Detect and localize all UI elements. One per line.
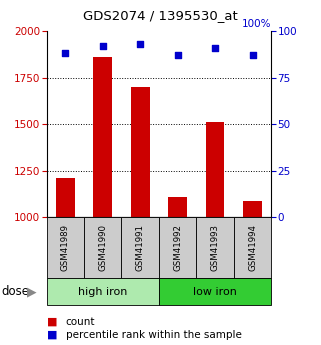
Point xyxy=(100,43,105,49)
Text: GSM41989: GSM41989 xyxy=(61,224,70,271)
Point xyxy=(63,51,68,56)
Bar xyxy=(168,197,187,217)
Bar xyxy=(131,87,150,217)
Point xyxy=(250,52,255,58)
Text: ■: ■ xyxy=(47,330,57,339)
Text: GSM41991: GSM41991 xyxy=(136,224,145,271)
Text: GSM41994: GSM41994 xyxy=(248,224,257,271)
Text: low iron: low iron xyxy=(193,287,237,296)
Text: ■: ■ xyxy=(47,317,57,326)
Bar xyxy=(159,278,271,305)
Point xyxy=(175,52,180,58)
Text: 100%: 100% xyxy=(242,19,271,29)
Text: percentile rank within the sample: percentile rank within the sample xyxy=(66,330,242,339)
Bar xyxy=(243,200,262,217)
Bar xyxy=(234,217,271,278)
Text: GSM41993: GSM41993 xyxy=(211,224,220,271)
Point xyxy=(213,45,218,51)
Bar xyxy=(47,217,84,278)
Bar xyxy=(93,57,112,217)
Bar xyxy=(56,178,74,217)
Text: GSM41992: GSM41992 xyxy=(173,224,182,271)
Bar xyxy=(196,217,234,278)
Bar xyxy=(47,278,159,305)
Text: count: count xyxy=(66,317,95,326)
Bar xyxy=(121,217,159,278)
Text: GDS2074 / 1395530_at: GDS2074 / 1395530_at xyxy=(83,9,238,22)
Point xyxy=(138,41,143,47)
Text: dose: dose xyxy=(2,285,30,298)
Bar xyxy=(206,122,224,217)
Text: ▶: ▶ xyxy=(27,285,36,298)
Text: high iron: high iron xyxy=(78,287,127,296)
Bar xyxy=(84,217,121,278)
Bar xyxy=(159,217,196,278)
Text: GSM41990: GSM41990 xyxy=(98,224,107,271)
